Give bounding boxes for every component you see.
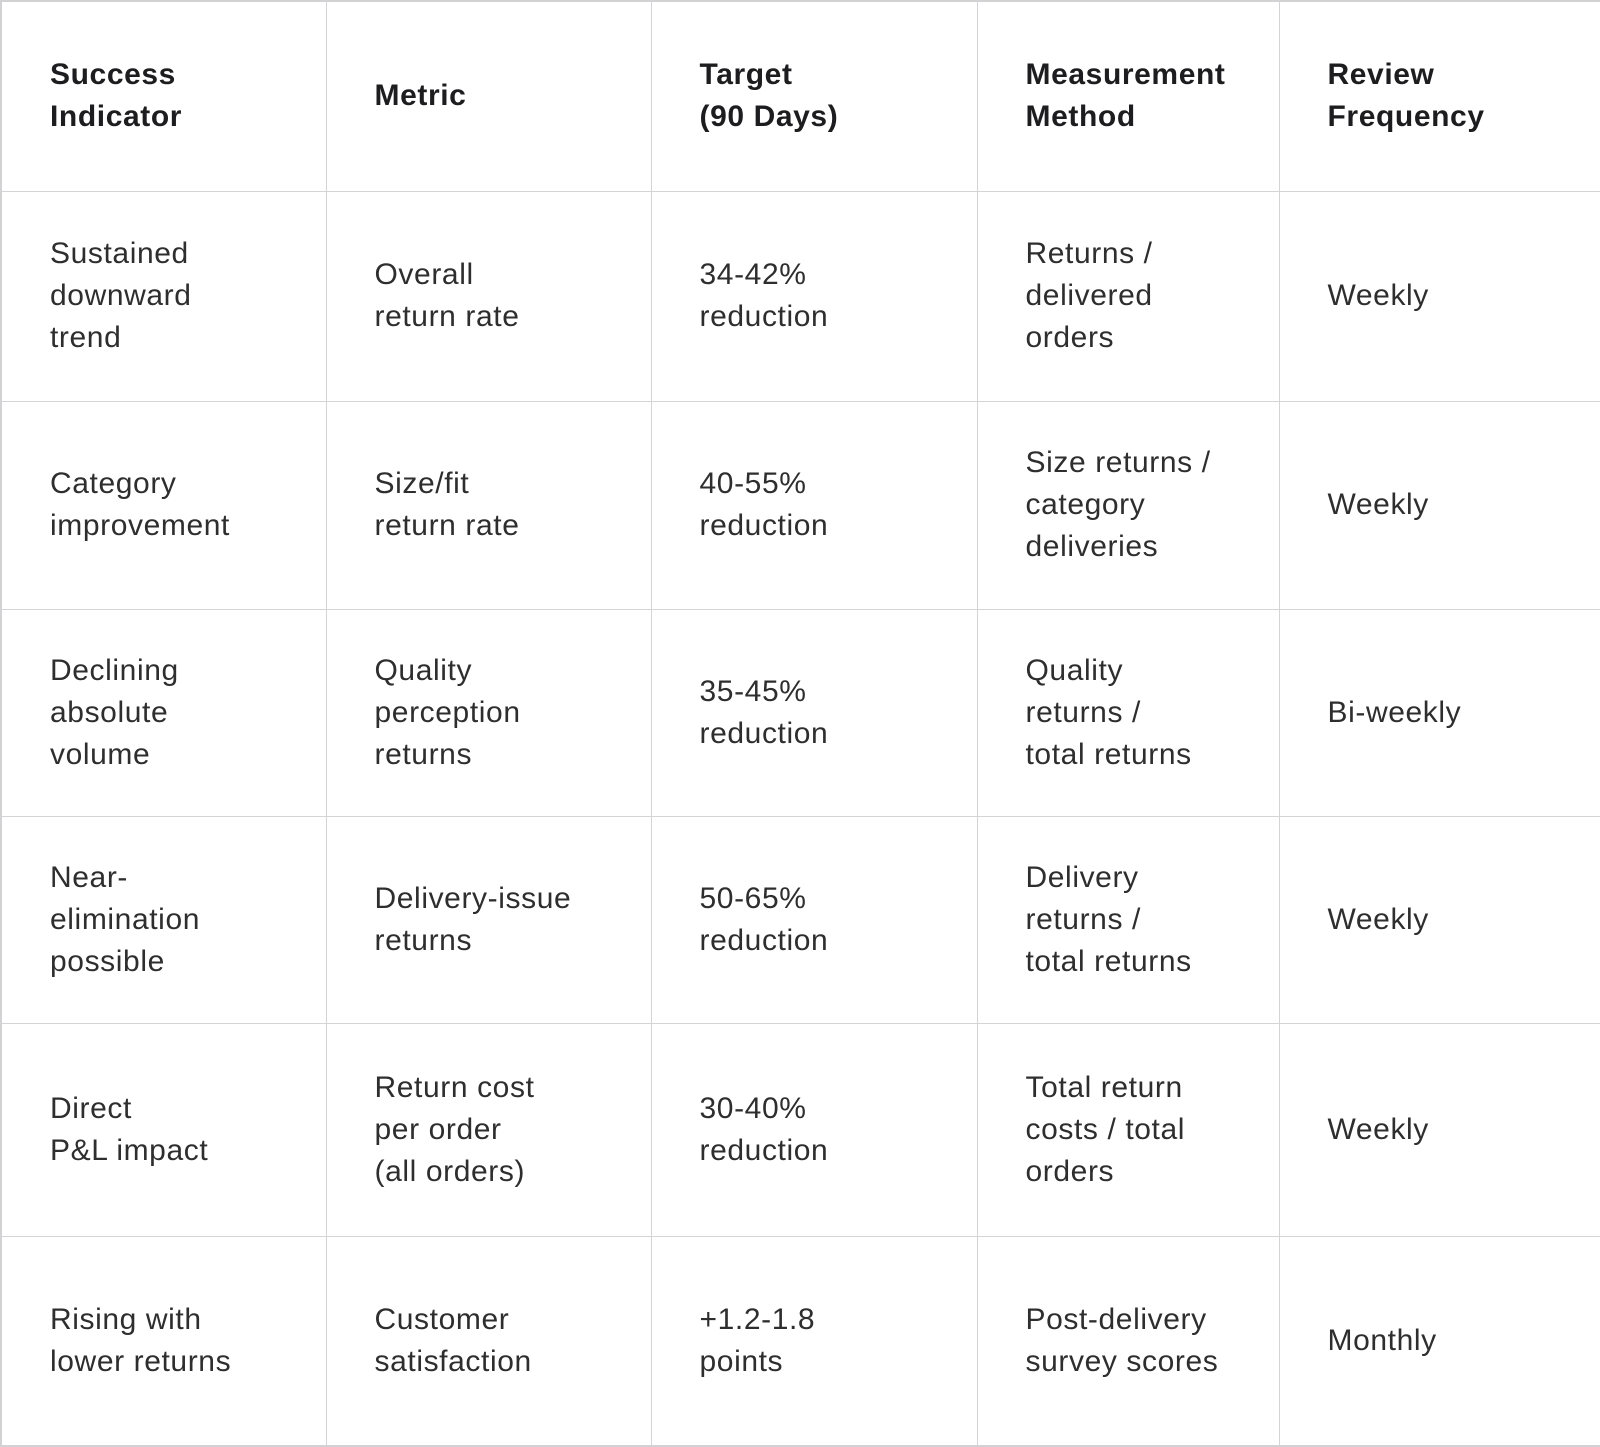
cell-metric: Delivery-issue returns	[325, 815, 652, 1024]
header-row: Success Indicator Metric Target (90 Days…	[0, 0, 1600, 192]
cell-success-indicator: Sustained downward trend	[0, 190, 327, 402]
cell-target: 35-45% reduction	[650, 608, 978, 817]
table-row: Near- elimination possible Delivery-issu…	[0, 815, 1600, 1024]
header-review-frequency: Review Frequency	[1278, 0, 1600, 192]
cell-success-indicator: Declining absolute volume	[0, 608, 327, 817]
cell-metric: Return cost per order (all orders)	[325, 1022, 652, 1237]
table-row: Category improvement Size/fit return rat…	[0, 400, 1600, 610]
cell-review-frequency: Weekly	[1278, 1022, 1600, 1237]
cell-target: 50-65% reduction	[650, 815, 978, 1024]
cell-measurement-method: Size returns / category deliveries	[976, 400, 1280, 610]
cell-target: 40-55% reduction	[650, 400, 978, 610]
table-row: Declining absolute volume Quality percep…	[0, 608, 1600, 817]
cell-success-indicator: Direct P&L impact	[0, 1022, 327, 1237]
header-measurement-method: Measurement Method	[976, 0, 1280, 192]
cell-success-indicator: Near- elimination possible	[0, 815, 327, 1024]
cell-target: 34-42% reduction	[650, 190, 978, 402]
cell-metric: Size/fit return rate	[325, 400, 652, 610]
cell-review-frequency: Monthly	[1278, 1235, 1600, 1447]
cell-measurement-method: Quality returns / total returns	[976, 608, 1280, 817]
cell-review-frequency: Weekly	[1278, 815, 1600, 1024]
header-success-indicator: Success Indicator	[0, 0, 327, 192]
table-row: Direct P&L impact Return cost per order …	[0, 1022, 1600, 1237]
cell-measurement-method: Post-delivery survey scores	[976, 1235, 1280, 1447]
cell-target: +1.2-1.8 points	[650, 1235, 978, 1447]
cell-measurement-method: Returns / delivered orders	[976, 190, 1280, 402]
cell-review-frequency: Weekly	[1278, 190, 1600, 402]
cell-success-indicator: Category improvement	[0, 400, 327, 610]
cell-metric: Overall return rate	[325, 190, 652, 402]
header-target-90-days: Target (90 Days)	[650, 0, 978, 192]
cell-metric: Customer satisfaction	[325, 1235, 652, 1447]
cell-review-frequency: Bi-weekly	[1278, 608, 1600, 817]
header-metric: Metric	[325, 0, 652, 192]
cell-target: 30-40% reduction	[650, 1022, 978, 1237]
cell-metric: Quality perception returns	[325, 608, 652, 817]
cell-review-frequency: Weekly	[1278, 400, 1600, 610]
cell-success-indicator: Rising with lower returns	[0, 1235, 327, 1447]
cell-measurement-method: Delivery returns / total returns	[976, 815, 1280, 1024]
cell-measurement-method: Total return costs / total orders	[976, 1022, 1280, 1237]
table-row: Sustained downward trend Overall return …	[0, 190, 1600, 402]
table-row: Rising with lower returns Customer satis…	[0, 1235, 1600, 1447]
